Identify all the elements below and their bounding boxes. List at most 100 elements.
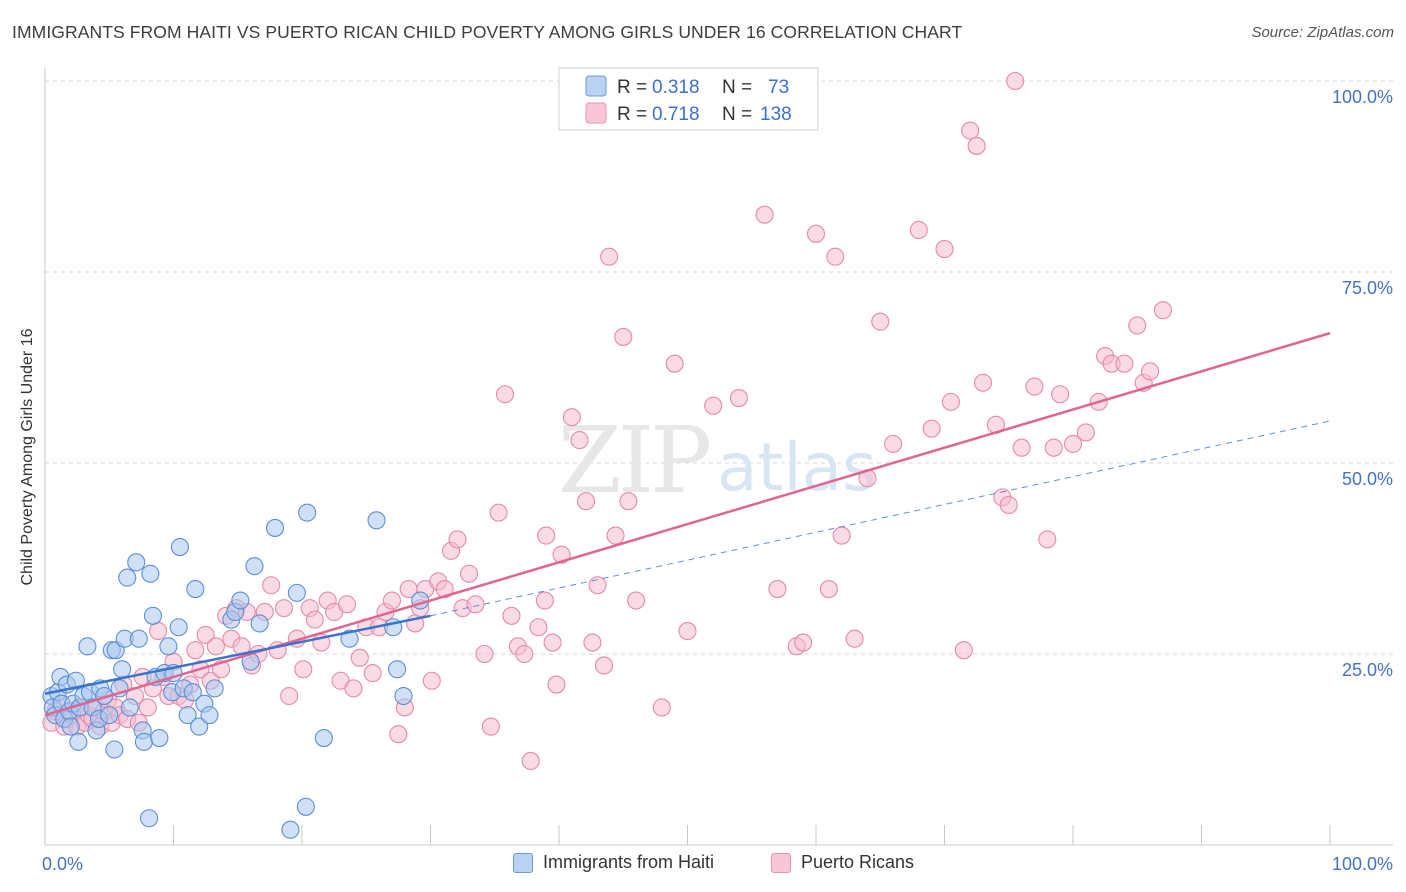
y-tick-label-100: 100.0% (1332, 87, 1393, 107)
pr-point-113 (768, 580, 787, 599)
pr-point-93 (552, 545, 571, 564)
pr-point-36 (206, 637, 225, 656)
legend-r-label-haiti: R = (617, 77, 647, 98)
pr-point-58 (337, 595, 357, 614)
pr-point-120 (826, 247, 845, 266)
pr-point-100 (600, 247, 619, 266)
pr-point-87 (521, 751, 540, 771)
haiti-trend-line (44, 614, 431, 695)
legend-n-haiti: 73 (768, 77, 789, 98)
haiti-point-37 (143, 606, 162, 625)
pr-point-137 (1006, 71, 1025, 91)
tick-labels: 25.0% 50.0% 75.0% 100.0% 0.0% 100.0% (42, 87, 1393, 874)
y-tick-label-50: 50.0% (1342, 469, 1393, 489)
pr-point-91 (543, 633, 562, 652)
haiti-point-30 (120, 698, 139, 717)
haiti-point-60 (265, 518, 285, 537)
haiti-point-34 (134, 732, 153, 751)
pr-point-84 (502, 606, 521, 625)
watermark: ZIP atlas (558, 407, 877, 514)
pr-point-121 (832, 526, 851, 545)
haiti-point-67 (367, 511, 386, 530)
pr-point-129 (941, 392, 960, 411)
legend-swatch-pr (585, 102, 607, 124)
pr-point-105 (652, 698, 671, 717)
haiti-point-56 (231, 591, 250, 610)
haiti-point-22 (100, 706, 119, 725)
haiti-point-36 (141, 564, 160, 583)
haiti-point-63 (296, 797, 315, 816)
x-tick-label-0: 0.0% (42, 854, 83, 874)
pr-point-81 (481, 717, 500, 736)
pr-point-66 (389, 725, 408, 744)
pr-point-104 (627, 591, 646, 610)
legend-n-label-haiti: N = (722, 77, 752, 98)
pr-point-143 (1063, 434, 1083, 453)
haiti-point-9 (61, 717, 80, 736)
pr-point-122 (845, 629, 864, 648)
pr-point-149 (1128, 316, 1147, 335)
pr-point-106 (665, 354, 684, 373)
haiti-point-11 (66, 671, 85, 690)
pr-point-102 (614, 327, 633, 346)
haiti-point-69 (388, 660, 407, 679)
haiti-point-50 (190, 717, 209, 736)
haiti-point-27 (113, 660, 132, 679)
pr-point-72 (422, 671, 441, 690)
pr-point-95 (570, 431, 589, 450)
pr-point-133 (973, 373, 993, 392)
pr-point-127 (922, 419, 941, 438)
trend-lines (44, 331, 1331, 717)
bottom-legend-pr: Puerto Ricans (771, 852, 914, 873)
legend-swatch-haiti (585, 75, 607, 97)
haiti-point-29 (118, 568, 137, 587)
haiti-point-48 (183, 683, 202, 702)
pr-point-108 (704, 396, 723, 415)
pr-point-141 (1044, 438, 1063, 457)
haiti-point-62 (287, 583, 306, 602)
pr-point-128 (935, 240, 954, 259)
x-tick-label-100: 100.0% (1332, 854, 1393, 874)
pr-point-126 (909, 220, 928, 240)
pr-point-96 (576, 492, 596, 511)
pr-point-152 (1153, 301, 1172, 320)
haiti-point-70 (394, 686, 413, 706)
pr-trend-line (44, 331, 1331, 717)
pr-point-79 (466, 595, 485, 614)
pr-point-112 (755, 205, 774, 224)
pr-point-76 (448, 530, 467, 549)
pr-point-89 (535, 591, 554, 610)
haiti-point-65 (314, 728, 333, 748)
haiti-point-49 (186, 580, 205, 599)
pr-point-25 (149, 622, 168, 641)
pr-point-103 (619, 492, 638, 511)
haiti-point-47 (178, 706, 197, 725)
pr-point-48 (274, 599, 294, 618)
pr-point-131 (961, 121, 980, 140)
pr-point-46 (262, 576, 281, 595)
axes (44, 68, 1393, 846)
haiti-point-66 (340, 629, 359, 648)
watermark-atlas: atlas (717, 429, 877, 506)
legend-r-haiti: 0.318 (652, 77, 700, 98)
pr-point-144 (1076, 423, 1095, 442)
legend-r-pr: 0.718 (652, 104, 700, 125)
haiti-point-12 (69, 732, 88, 751)
pr-point-124 (871, 312, 890, 331)
pr-point-49 (280, 686, 299, 706)
y-tick-label-25: 25.0% (1342, 660, 1393, 680)
haiti-point-39 (150, 728, 169, 748)
pr-point-139 (1025, 377, 1044, 396)
pr-point-60 (350, 648, 369, 667)
pr-point-117 (794, 633, 813, 652)
pr-point-88 (529, 618, 548, 637)
legend-n-pr: 138 (760, 104, 792, 125)
haiti-point-15 (78, 637, 97, 656)
pr-point-80 (475, 644, 494, 664)
legend: R = 0.318 N = 73 R = 0.718 N = 138 (558, 67, 819, 131)
pr-point-148 (1115, 354, 1134, 373)
chart-title: IMMIGRANTS FROM HAITI VS PUERTO RICAN CH… (12, 22, 963, 42)
haiti-point-32 (129, 629, 148, 648)
pr-point-34 (196, 625, 215, 644)
pr-point-51 (294, 660, 313, 679)
